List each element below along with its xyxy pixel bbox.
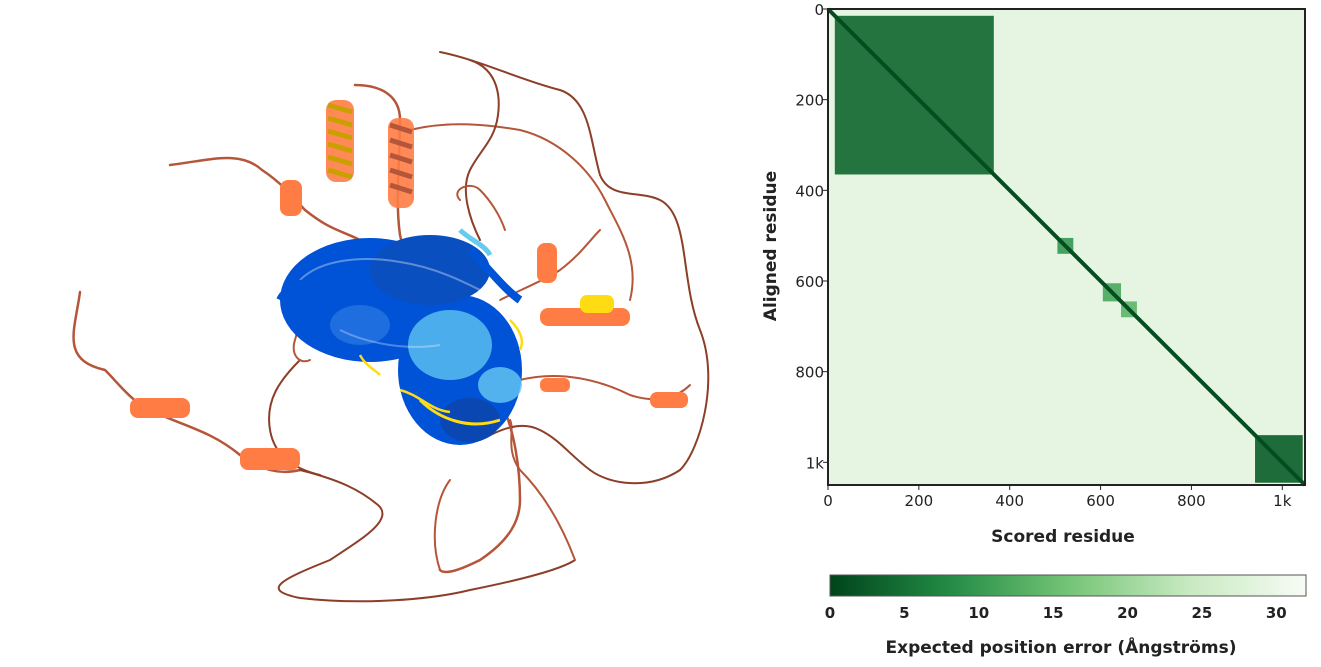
y-tick-label: 400 — [795, 182, 824, 200]
colorbar-ticks: 0 5 10 15 20 25 30 — [825, 604, 1287, 622]
colorbar-tick-label: 10 — [968, 604, 989, 622]
y-tick-label: 800 — [795, 364, 824, 382]
colorbar-tick-label: 15 — [1043, 604, 1064, 622]
pae-heatmap[interactable] — [826, 7, 1307, 487]
colorbar — [829, 574, 1307, 597]
x-tick-label: 600 — [1086, 492, 1115, 510]
y-tick-label: 600 — [795, 273, 824, 291]
y-axis: 0 200 400 600 800 1k — [795, 1, 828, 472]
structure-view[interactable] — [0, 0, 760, 663]
protein-structure-illustration[interactable] — [0, 0, 760, 663]
pae-diagonal — [826, 7, 1307, 487]
colorbar-tick-label: 30 — [1266, 604, 1287, 622]
y-tick-label: 0 — [814, 1, 824, 19]
plot-frame — [827, 8, 1306, 486]
y-axis-title: Aligned residue — [761, 171, 781, 321]
colorbar-tick-label: 0 — [825, 604, 835, 622]
colorbar-tick-label: 20 — [1117, 604, 1138, 622]
colorbar-tick-label: 25 — [1191, 604, 1212, 622]
x-axis-title: Scored residue — [991, 527, 1135, 547]
x-tick-label: 1k — [1273, 492, 1292, 510]
x-tick-label: 200 — [905, 492, 934, 510]
colorbar-tick-label: 5 — [899, 604, 909, 622]
x-axis: 0 200 400 600 800 1k — [823, 485, 1292, 510]
x-tick-label: 800 — [1177, 492, 1206, 510]
x-tick-label: 0 — [823, 492, 833, 510]
x-tick-label: 400 — [995, 492, 1024, 510]
y-tick-label: 1k — [806, 454, 825, 472]
pae-plot: 0 200 400 600 800 1k 0 200 400 600 800 1k Scored r… — [740, 0, 1321, 663]
y-tick-label: 200 — [795, 92, 824, 110]
colorbar-label: Expected position error (Ångströms) — [886, 635, 1237, 658]
